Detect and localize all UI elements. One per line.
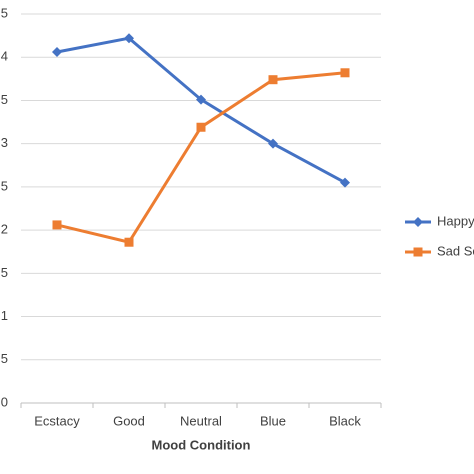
y-tick-label: 2.5 (0, 178, 8, 193)
x-tick-label: Good (113, 413, 145, 428)
y-tick-label: 1 (1, 308, 8, 323)
x-tick-label: Neutral (180, 413, 222, 428)
marker (196, 122, 206, 132)
y-tick-label: 4 (1, 49, 8, 64)
y-tick-label: 4.5 (0, 5, 8, 20)
marker (196, 94, 206, 105)
marker (268, 75, 278, 85)
y-tick-label: 3 (1, 135, 8, 150)
legend-label: Sad Song (437, 243, 474, 258)
marker (124, 33, 134, 44)
x-axis-label: Mood Condition (152, 437, 251, 452)
legend-marker (413, 217, 423, 227)
x-tick-label: Black (329, 413, 361, 428)
legend-marker (413, 247, 423, 257)
y-tick-label: 3.5 (0, 92, 8, 107)
legend-label: Happy Song (437, 213, 474, 228)
series-line (56, 36, 346, 184)
x-tick-label: Ecstacy (34, 413, 80, 428)
marker (124, 237, 134, 247)
marker (340, 68, 350, 78)
y-tick-label: 0 (1, 394, 8, 409)
y-tick-label: 1.5 (0, 265, 8, 280)
y-tick-label: 0.5 (0, 351, 8, 366)
marker (340, 177, 350, 188)
marker (52, 220, 62, 230)
marker (52, 47, 62, 58)
x-tick-label: Blue (260, 413, 286, 428)
marker (268, 138, 278, 149)
y-tick-label: 2 (1, 222, 8, 237)
